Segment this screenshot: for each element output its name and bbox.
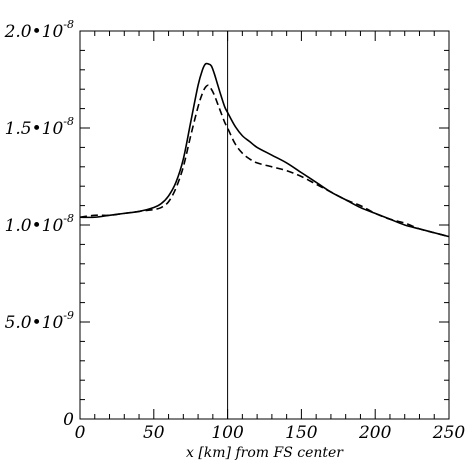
frame-layer bbox=[79, 30, 450, 420]
y-tick-label: 5.0•10-9 bbox=[5, 309, 74, 333]
y-tick-label: 1.5•10-8 bbox=[5, 115, 74, 139]
x-tick-label: 100 bbox=[211, 423, 244, 443]
y-tick-label: 2.0•10-8 bbox=[4, 18, 74, 42]
x-tick-label: 50 bbox=[143, 423, 165, 443]
x-tick-label: 0 bbox=[75, 423, 86, 443]
plot-frame bbox=[79, 30, 450, 420]
y-tick-mantissa: 0 bbox=[63, 410, 74, 430]
dashed-series-line bbox=[79, 84, 450, 238]
y-tick-exponent: -8 bbox=[63, 212, 74, 225]
x-tick-label: 200 bbox=[358, 423, 392, 443]
y-tick-exponent: -9 bbox=[63, 309, 74, 322]
tick-labels-layer: 0 50 100 150 200 25005.0•10-91.0•10-81.5•10-8… bbox=[4, 18, 466, 443]
x-axis-label-layer: x [km] from FS center bbox=[186, 445, 344, 461]
series-layer bbox=[79, 62, 450, 238]
x-axis-label: x [km] from FS center bbox=[186, 445, 344, 461]
y-tick-label: 0 bbox=[63, 410, 74, 430]
y-tick-mantissa: 5.0•10 bbox=[5, 313, 64, 333]
y-tick-mantissa: 1.0•10 bbox=[5, 216, 64, 236]
y-tick-label: 1.0•10-8 bbox=[5, 212, 74, 236]
ticks-layer bbox=[79, 30, 450, 420]
x-tick-label: 150 bbox=[285, 423, 318, 443]
x-tick-label: 250 bbox=[432, 423, 466, 443]
y-tick-exponent: -8 bbox=[63, 18, 74, 31]
y-tick-exponent: -8 bbox=[63, 115, 74, 128]
y-tick-mantissa: 2.0•10 bbox=[4, 22, 64, 42]
solid-series-line bbox=[79, 62, 450, 238]
y-tick-mantissa: 1.5•10 bbox=[5, 119, 64, 139]
